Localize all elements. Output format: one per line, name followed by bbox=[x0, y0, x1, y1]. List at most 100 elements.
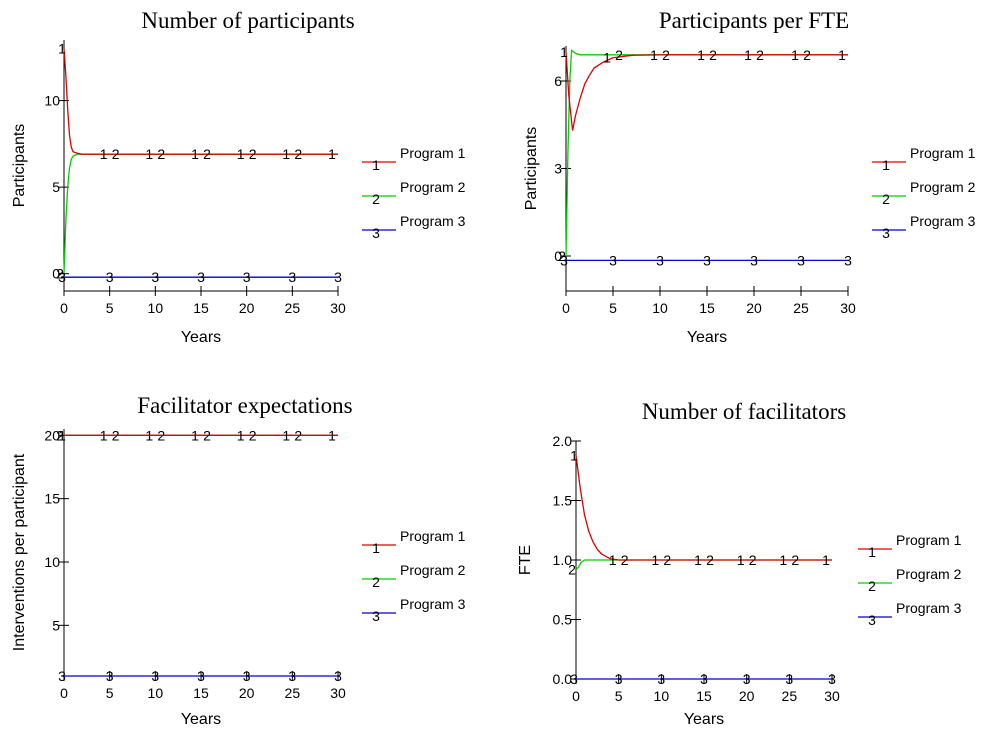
legend-item-program-2: 2 Program 2 bbox=[858, 566, 962, 594]
legend-marker: 3 bbox=[372, 225, 380, 241]
series-marker: 1 bbox=[100, 146, 108, 162]
series-marker: 2 bbox=[294, 427, 302, 443]
y-tick-label: 6 bbox=[554, 73, 562, 89]
series-marker: 3 bbox=[570, 671, 578, 687]
series-marker: 1 bbox=[737, 552, 745, 568]
series-marker: 2 bbox=[56, 266, 64, 282]
x-axis-label: Years bbox=[181, 711, 221, 728]
series-marker: 3 bbox=[750, 252, 758, 268]
series-marker: 3 bbox=[106, 668, 114, 684]
series-marker: 1 bbox=[697, 47, 705, 63]
series-marker: 1 bbox=[650, 47, 658, 63]
y-axis-label: Participants bbox=[523, 127, 540, 211]
series-marker: 2 bbox=[709, 47, 717, 63]
series-marker: 1 bbox=[570, 447, 578, 463]
x-tick-label: 0 bbox=[60, 685, 68, 701]
series-marker: 2 bbox=[294, 146, 302, 162]
legend-marker: 1 bbox=[882, 157, 890, 173]
legend-label: Program 1 bbox=[400, 528, 466, 544]
series-line-program-2 bbox=[565, 49, 848, 257]
legend-marker: 2 bbox=[372, 574, 380, 590]
y-tick-label: 0 bbox=[52, 266, 60, 282]
series-marker: 3 bbox=[151, 668, 159, 684]
legend-item-program-1: 1 Program 1 bbox=[872, 145, 976, 173]
series-marker: 3 bbox=[197, 668, 205, 684]
chart-panel-3: Facilitator expectations 0 5 10 15 20 25 30 5 10 1… bbox=[11, 393, 466, 728]
legend-item-program-3: 3 Program 3 bbox=[872, 213, 976, 241]
series-marker: 1 bbox=[694, 552, 702, 568]
y-tick-label: 2.0 bbox=[553, 433, 573, 449]
x-tick-label: 30 bbox=[840, 300, 856, 316]
legend-marker: 3 bbox=[882, 225, 890, 241]
series-marker: 1 bbox=[237, 427, 245, 443]
series-marker: 2 bbox=[756, 47, 764, 63]
series-marker: 2 bbox=[803, 47, 811, 63]
series-marker: 3 bbox=[106, 269, 114, 285]
series-marker: 2 bbox=[662, 47, 670, 63]
series-marker: 3 bbox=[334, 668, 342, 684]
y-tick-label: 0.5 bbox=[553, 612, 573, 628]
series-marker: 1 bbox=[100, 427, 108, 443]
legend-label: Program 1 bbox=[400, 145, 466, 161]
series-marker: 1 bbox=[145, 146, 153, 162]
series-marker: 2 bbox=[615, 47, 623, 63]
x-tick-label: 30 bbox=[330, 685, 346, 701]
y-tick-label: 20 bbox=[44, 427, 60, 443]
series-marker: 2 bbox=[157, 146, 165, 162]
x-axis-label: Years bbox=[687, 329, 727, 346]
x-tick-label: 0 bbox=[562, 300, 570, 316]
y-tick-label: 0.0 bbox=[553, 671, 573, 687]
legend-label: Program 3 bbox=[896, 600, 962, 616]
series-marker: 2 bbox=[663, 552, 671, 568]
series-marker: 3 bbox=[743, 671, 751, 687]
legend-label: Program 2 bbox=[896, 566, 962, 582]
series-marker: 1 bbox=[58, 41, 66, 57]
legend-label: Program 1 bbox=[910, 145, 976, 161]
series-marker: 3 bbox=[58, 269, 66, 285]
series-marker: 2 bbox=[558, 248, 566, 264]
series-marker: 1 bbox=[560, 44, 568, 60]
series-marker: 3 bbox=[334, 269, 342, 285]
series-marker: 2 bbox=[56, 427, 64, 443]
x-tick-label: 5 bbox=[106, 300, 114, 316]
series-marker: 2 bbox=[706, 552, 714, 568]
series-marker: 3 bbox=[656, 252, 664, 268]
series-line-program-1 bbox=[575, 455, 832, 561]
x-tick-label: 0 bbox=[60, 300, 68, 316]
series-marker: 1 bbox=[651, 552, 659, 568]
x-tick-label: 20 bbox=[239, 300, 255, 316]
series-marker: 3 bbox=[243, 668, 251, 684]
legend-item-program-3: 3 Program 3 bbox=[362, 596, 466, 624]
chart-panel-1: Number of participants 0 5 10 15 20 25 30 0 5 10 Ye… bbox=[11, 8, 466, 346]
series-marker: 3 bbox=[197, 269, 205, 285]
y-axis-label: FTE bbox=[517, 545, 534, 575]
x-axis-label: Years bbox=[181, 329, 221, 346]
legend-label: Program 2 bbox=[400, 562, 466, 578]
x-tick-label: 15 bbox=[696, 688, 712, 704]
x-tick-label: 25 bbox=[285, 685, 301, 701]
y-tick-label: 1.0 bbox=[553, 552, 573, 568]
series-marker: 1 bbox=[282, 427, 290, 443]
legend-item-program-2: 2 Program 2 bbox=[362, 562, 466, 590]
series-marker: 1 bbox=[237, 146, 245, 162]
series-marker: 3 bbox=[151, 269, 159, 285]
legend-marker: 1 bbox=[868, 544, 876, 560]
series-marker: 2 bbox=[568, 562, 576, 578]
series-marker: 1 bbox=[282, 146, 290, 162]
series-marker: 2 bbox=[249, 427, 257, 443]
legend-label: Program 3 bbox=[400, 213, 466, 229]
series-marker: 1 bbox=[609, 552, 617, 568]
y-tick-label: 15 bbox=[44, 491, 60, 507]
series-marker: 2 bbox=[791, 552, 799, 568]
legend-marker: 3 bbox=[372, 608, 380, 624]
x-tick-label: 20 bbox=[746, 300, 762, 316]
series-marker: 2 bbox=[749, 552, 757, 568]
x-tick-label: 20 bbox=[739, 688, 755, 704]
legend-marker: 1 bbox=[372, 540, 380, 556]
y-tick-label: 5 bbox=[52, 617, 60, 633]
series-marker: 3 bbox=[703, 252, 711, 268]
x-tick-label: 30 bbox=[330, 300, 346, 316]
x-tick-label: 25 bbox=[285, 300, 301, 316]
